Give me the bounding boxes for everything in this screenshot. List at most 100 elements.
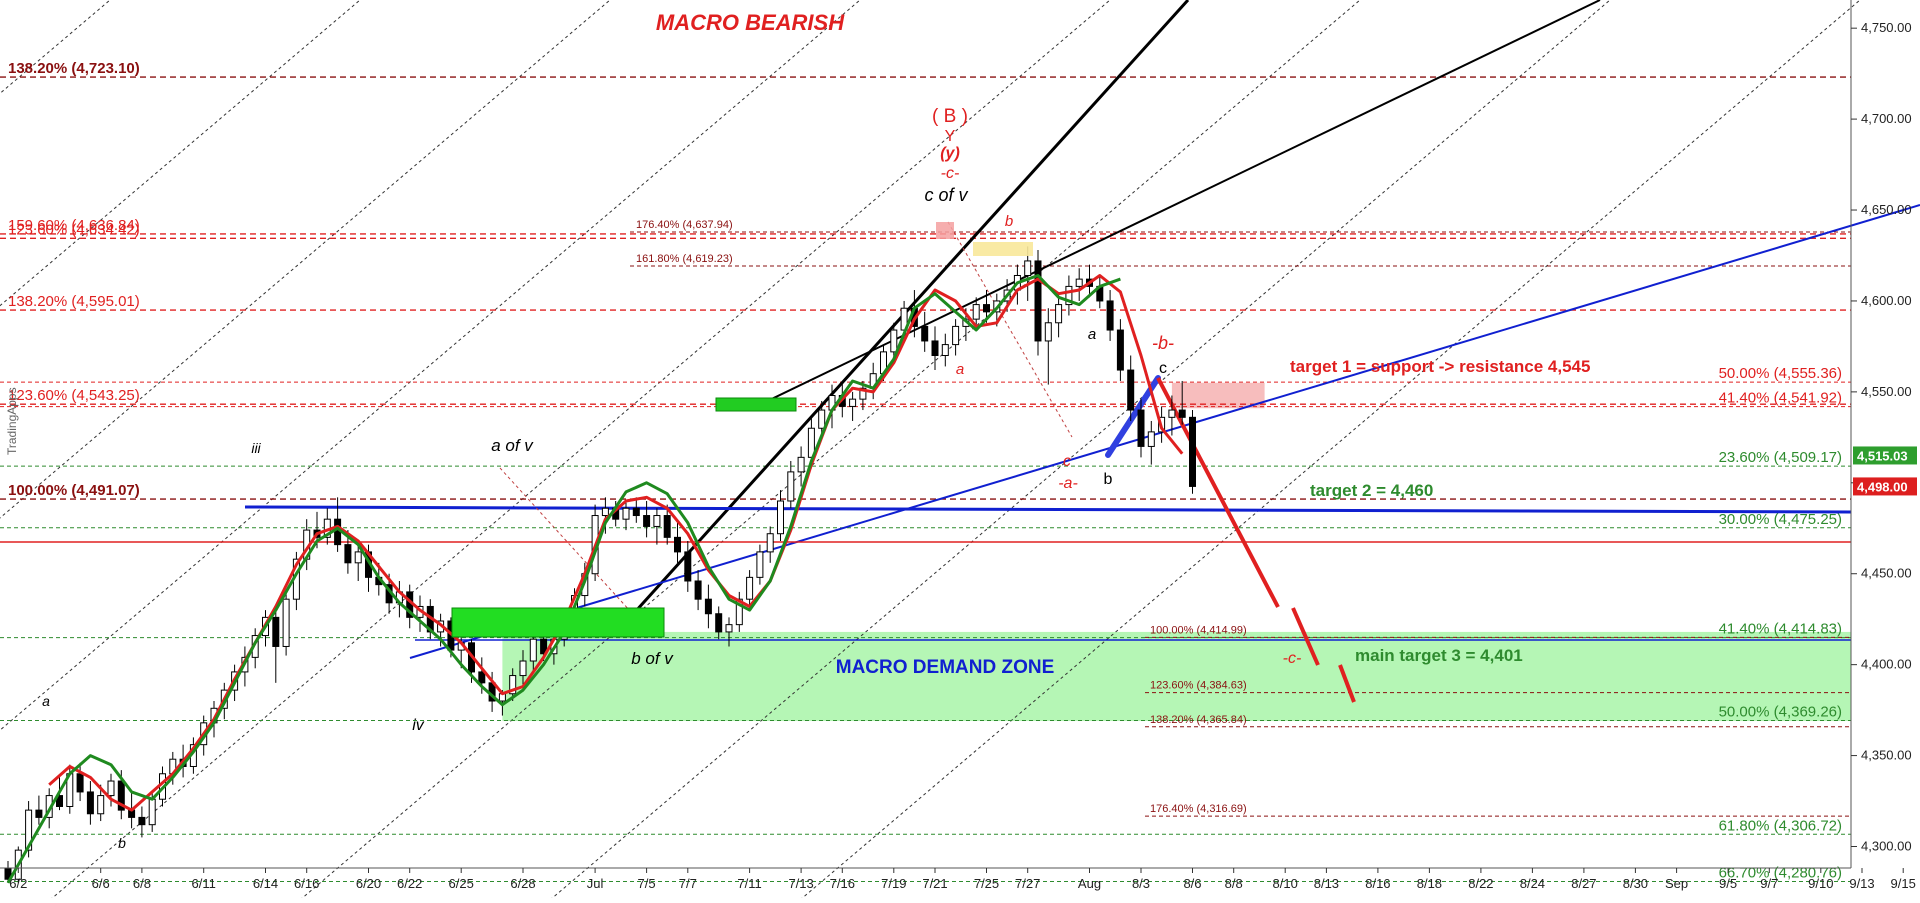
time-tick-label-34: 9/7 (1760, 876, 1778, 891)
time-tick-label-23: 8/8 (1225, 876, 1243, 891)
candle-body-100 (1034, 260, 1042, 342)
candle-body-74 (766, 533, 774, 553)
time-tick-label-7: 6/22 (397, 876, 422, 891)
channel-line-6 (299, 0, 1361, 901)
time-tick-label-35: 9/10 (1808, 876, 1833, 891)
level-label-8: 50.00% (4,555.36) (1719, 365, 1842, 382)
wave-a-left-label: a (42, 693, 50, 709)
candle-body-52 (540, 638, 548, 655)
candle-body-26 (272, 616, 280, 647)
price-tick-label-3: 4,450.00 (1861, 566, 1912, 581)
candle-body-32 (334, 518, 342, 546)
candle-body-11 (117, 780, 125, 811)
candle-body-92 (952, 325, 960, 346)
wave-b-left-label: b (118, 835, 126, 851)
candle-body-33 (344, 544, 352, 564)
wave-b-black-label: b (1104, 471, 1113, 488)
price-badge-label-0: 4,515.03 (1857, 448, 1908, 463)
price-tick-label-0: 4,300.00 (1861, 839, 1912, 854)
time-tick-label-5: 6/16 (294, 876, 319, 891)
level-label-0: 138.20% (4,723.10) (8, 60, 140, 77)
time-tick-label-20: Aug (1078, 876, 1101, 891)
candle-body-70 (725, 624, 733, 633)
time-tick-label-6: 6/20 (356, 876, 381, 891)
time-tick-label-36: 9/13 (1849, 876, 1874, 891)
wave-iv-label: iv (412, 717, 425, 734)
time-tick-label-33: 9/5 (1719, 876, 1737, 891)
minus-b-label: -b- (1152, 333, 1174, 353)
candle-body-99 (1024, 260, 1032, 276)
supply-box (1171, 382, 1265, 409)
time-tick-label-25: 8/13 (1314, 876, 1339, 891)
candle-body-3 (35, 809, 43, 818)
candle-body-73 (756, 551, 764, 578)
candle-body-89 (921, 325, 929, 342)
candle-body-103 (1065, 285, 1073, 306)
green-box-top (715, 397, 797, 412)
time-tick-label-19: 7/27 (1015, 876, 1040, 891)
demand-zone-label: MACRO DEMAND ZONE (836, 657, 1055, 678)
projection-red-down-2 (1291, 607, 1320, 666)
price-tick-label-9: 4,750.00 (1861, 20, 1912, 35)
candle-body-109 (1127, 369, 1135, 411)
candle-body-7 (76, 773, 84, 793)
time-tick-label-30: 8/27 (1571, 876, 1596, 891)
candle-body-113 (1168, 409, 1176, 418)
candle-body-8 (86, 791, 94, 815)
price-tick-label-2: 4,400.00 (1861, 657, 1912, 672)
channel-line-7 (549, 0, 1611, 901)
level-label-7: 161.80% (4,619.23) (636, 253, 733, 265)
red-box-top (936, 222, 954, 239)
time-tick-label-32: Sep (1665, 876, 1688, 891)
channel-line-8 (799, 0, 1861, 901)
level-label-12: 41.40% (4,414.83) (1719, 621, 1842, 638)
time-tick-label-1: 6/6 (92, 876, 110, 891)
wave-y-label: (y) (940, 145, 960, 162)
watermark-text: TradingApps (5, 387, 19, 455)
candle-body-50 (519, 660, 527, 677)
level-label-15: 66.70% (4,280.76) (1719, 864, 1842, 881)
fib-levels-layer: 138.20% (4,723.10)159.60% (4,636.84)123.… (0, 60, 1851, 882)
time-tick-label-37: 9/15 (1891, 876, 1916, 891)
wave-iii-label: iii (251, 440, 261, 456)
time-tick-label-8: 6/25 (449, 876, 474, 891)
candle-body-27 (282, 598, 290, 647)
wave-c-small-label: -c- (941, 165, 960, 182)
level-label-10: 23.60% (4,509.17) (1719, 449, 1842, 466)
wave-Y-label: Y (945, 128, 956, 145)
price-tick-label-8: 4,700.00 (1861, 111, 1912, 126)
projection-red-down-3 (1338, 664, 1356, 703)
channel-line-4 (0, 0, 861, 731)
zones-layer (502, 382, 1851, 722)
price-tick-label-6: 4,600.00 (1861, 293, 1912, 308)
wave-B-label: ( B ) (932, 106, 968, 127)
price-tick-label-7: 4,650.00 (1861, 202, 1912, 217)
candle-body-13 (138, 816, 146, 826)
wave-a-red-label: a (956, 361, 964, 378)
black-trendline-shallow (756, 0, 1601, 407)
candle-body-63 (653, 515, 661, 527)
price-tick-label-5: 4,550.00 (1861, 384, 1912, 399)
candle-body-64 (663, 515, 671, 538)
minus-a-label: -a- (1058, 475, 1078, 492)
candle-body-61 (632, 507, 640, 517)
candle-body-108 (1116, 329, 1124, 371)
wave-connector-dotted-2 (947, 221, 1073, 438)
macro-demand-zone (502, 631, 1851, 722)
green-moving-average (6, 274, 1121, 884)
level-label-3: 138.20% (4,595.01) (8, 293, 140, 310)
wave-b-red-label: b (1005, 213, 1013, 230)
time-tick-label-21: 8/3 (1132, 876, 1150, 891)
level-label-6: 176.40% (4,637.94) (636, 219, 733, 231)
time-tick-label-3: 6/11 (192, 876, 216, 891)
candle-body-69 (715, 613, 723, 633)
candle-body-91 (941, 344, 949, 357)
time-tick-label-17: 7/21 (922, 876, 947, 891)
candle-body-86 (890, 329, 898, 353)
candle-body-49 (509, 675, 517, 695)
time-tick-label-11: 7/5 (638, 876, 656, 891)
